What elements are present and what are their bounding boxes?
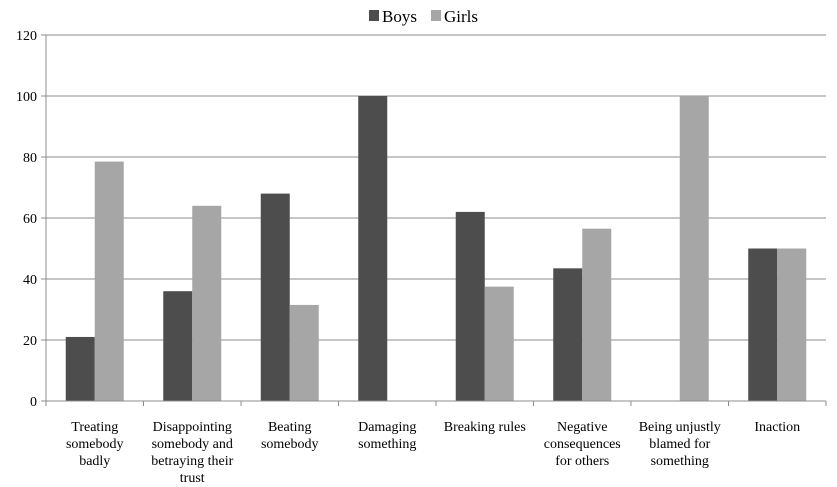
legend-label-girls: Girls [444, 7, 478, 26]
x-category-label-line: Damaging [358, 420, 416, 435]
x-category-label-line: blamed for [649, 437, 710, 452]
y-tick-label: 0 [30, 395, 37, 410]
x-category-label: Inaction [754, 420, 800, 435]
y-tick-label: 40 [23, 273, 37, 288]
bar-boys-2 [260, 193, 290, 401]
x-category-label-line: somebody and [152, 437, 233, 452]
y-tick-label: 100 [16, 90, 37, 105]
bar-boys-5 [553, 268, 583, 401]
legend-swatch-girls [431, 10, 441, 21]
bar-boys-0 [65, 336, 95, 401]
x-category-label: Breaking rules [444, 420, 526, 435]
x-category-label-line: Beating [268, 420, 312, 435]
y-tick-label: 120 [16, 29, 37, 44]
legend-swatch-boys [369, 10, 379, 21]
x-category-label-line: betraying their [151, 454, 233, 469]
legend: Boys Girls [369, 7, 478, 26]
y-tick-label: 60 [23, 212, 37, 227]
y-tick-label: 20 [23, 334, 37, 349]
gridlines [46, 34, 826, 341]
x-category-label: Treating somebody badly [66, 420, 124, 469]
x-category-label: Disappointing somebody and betraying their… [151, 420, 233, 486]
bar-girls-7 [777, 248, 807, 401]
bar-boys-3 [358, 96, 388, 401]
x-category-label-line: Treating [71, 420, 118, 435]
x-axis: Treating somebody badly Disappointing somebo… [45, 400, 827, 486]
bar-girls-2 [289, 304, 319, 401]
x-category-label: Negative consequences for others [544, 420, 621, 469]
bar-boys-7 [748, 248, 778, 401]
legend-label-boys: Boys [382, 7, 417, 26]
x-category-label: Damaging something [358, 420, 416, 452]
x-category-label-line: for others [555, 454, 609, 469]
bar-girls-0 [94, 161, 124, 401]
bar-girls-6 [679, 96, 709, 401]
x-category-label-line: Being unjustly [639, 420, 721, 435]
bar-girls-5 [582, 228, 612, 401]
bar-boys-1 [163, 291, 193, 401]
y-axis: 0 20 40 60 80 100 120 [16, 29, 47, 410]
x-category-label-line: something [358, 437, 416, 452]
x-category-label-line: trust [180, 471, 205, 486]
bars [65, 96, 807, 401]
bar-girls-1 [192, 205, 222, 401]
x-category-label-line: somebody [261, 437, 319, 452]
x-category-label-line: something [651, 454, 709, 469]
x-category-label-line: badly [79, 454, 110, 469]
bar-girls-4 [484, 286, 514, 401]
x-category-label: Being unjustly blamed for something [639, 420, 721, 469]
x-category-label-line: Negative [557, 420, 608, 435]
x-category-label-line: Breaking rules [444, 420, 526, 435]
x-category-label-line: Inaction [754, 420, 800, 435]
bar-boys-4 [455, 211, 485, 401]
x-category-label: Beating somebody [261, 420, 319, 452]
x-category-label-line: Disappointing [153, 420, 232, 435]
x-category-label-line: consequences [544, 437, 621, 452]
x-category-label-line: somebody [66, 437, 124, 452]
y-tick-label: 80 [23, 151, 37, 166]
